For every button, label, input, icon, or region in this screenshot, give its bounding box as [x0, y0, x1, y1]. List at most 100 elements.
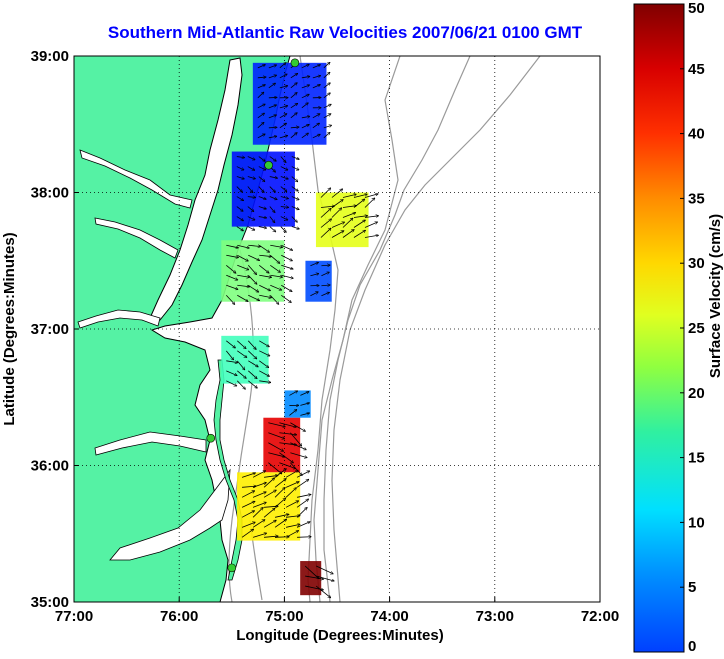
current-vector — [225, 295, 234, 304]
potomac-river — [79, 149, 193, 209]
current-vector — [310, 262, 318, 267]
albemarle-sound — [94, 431, 207, 456]
current-vector — [268, 462, 281, 474]
current-vector — [285, 488, 296, 498]
current-vector — [323, 104, 331, 109]
current-vector — [301, 85, 310, 89]
current-vector — [323, 114, 331, 119]
current-vector — [364, 194, 378, 198]
current-vector — [291, 156, 299, 160]
current-vector — [290, 442, 306, 450]
current-vector — [258, 217, 267, 218]
current-vector — [280, 156, 286, 163]
current-vector — [236, 206, 243, 212]
current-vector — [268, 422, 285, 427]
current-vector — [280, 207, 289, 208]
colorbar-tick-label: 45 — [688, 61, 705, 78]
current-vector — [290, 83, 297, 89]
current-vector — [342, 218, 353, 228]
y-tick-label: 36:00 — [31, 458, 69, 475]
current-vector — [300, 392, 308, 396]
current-vector — [279, 114, 287, 119]
current-vector — [297, 537, 311, 538]
current-vector — [279, 123, 287, 129]
current-vector — [248, 254, 259, 260]
current-vector — [290, 462, 302, 476]
current-vector — [268, 115, 276, 119]
current-vector — [268, 452, 285, 457]
current-vector — [291, 166, 299, 170]
current-vector — [247, 274, 256, 284]
current-vector — [237, 244, 249, 248]
current-vector — [269, 196, 277, 200]
current-vector — [241, 522, 255, 528]
current-vector — [274, 469, 286, 478]
current-vector — [290, 432, 301, 446]
colorbar: 0 5 10 15 20 25 30 35 40 45 50 Surface Velocity (c… — [633, 0, 724, 655]
current-vector — [242, 486, 256, 487]
current-vector — [320, 208, 331, 218]
current-vector — [269, 216, 275, 223]
current-vector — [270, 244, 282, 247]
current-vector — [226, 244, 238, 248]
current-vector — [285, 501, 298, 508]
current-vector — [248, 360, 258, 367]
radar-station-marker — [206, 433, 216, 443]
current-vector — [290, 103, 298, 109]
current-vector — [300, 403, 309, 406]
colorbar-ticks: 0 5 10 15 20 25 30 35 40 45 50 — [680, 0, 705, 655]
current-vector — [263, 490, 276, 498]
current-vector — [301, 125, 309, 129]
current-vector — [281, 254, 292, 260]
y-tick-label: 37:00 — [31, 321, 69, 338]
current-vector — [252, 520, 265, 528]
current-vector — [310, 274, 318, 277]
current-vector — [237, 340, 246, 349]
current-vector — [312, 134, 320, 139]
current-vector — [257, 122, 264, 129]
current-vector — [257, 77, 266, 78]
x-axis-label: Longitude (Degrees:Minutes) — [236, 627, 444, 644]
current-vector — [320, 188, 331, 198]
velocity-cell-10 — [300, 561, 322, 596]
current-vector — [252, 483, 266, 488]
x-tick-label: 77:00 — [55, 608, 93, 625]
current-vector — [236, 166, 244, 170]
current-vector — [312, 76, 321, 79]
current-vector — [316, 565, 333, 574]
current-vector — [289, 410, 296, 416]
colorbar-label: Surface Velocity (cm/s) — [707, 214, 724, 378]
current-vector — [237, 264, 248, 269]
current-vector — [286, 516, 300, 518]
current-vector — [279, 136, 288, 139]
current-vector — [274, 487, 285, 498]
radar-station-marker — [264, 160, 273, 170]
lat-lon-grid — [74, 56, 600, 602]
x-tick-label: 75:00 — [265, 608, 303, 625]
current-vector — [353, 216, 367, 218]
colorbar-tick-label: 30 — [688, 255, 705, 272]
current-vector — [263, 508, 275, 518]
current-vector — [247, 156, 255, 160]
current-vector — [291, 206, 299, 210]
current-vector — [259, 294, 271, 297]
current-vector — [331, 208, 342, 218]
current-vector — [252, 492, 266, 498]
velocity-cell-5 — [305, 260, 332, 302]
current-vector — [312, 65, 320, 69]
current-vector — [353, 194, 367, 198]
current-vector — [270, 284, 281, 290]
current-vector — [268, 105, 276, 109]
current-vector — [247, 216, 255, 220]
current-vector — [279, 452, 293, 463]
current-vector — [252, 533, 266, 538]
current-vector — [247, 340, 256, 350]
current-vector — [259, 274, 271, 277]
current-vector — [323, 83, 330, 89]
current-vector — [321, 272, 329, 277]
y-tick-label: 38:00 — [31, 185, 69, 202]
current-vector — [281, 284, 292, 291]
current-vector — [268, 442, 283, 451]
current-vector — [296, 479, 309, 488]
current-vector — [310, 292, 318, 297]
